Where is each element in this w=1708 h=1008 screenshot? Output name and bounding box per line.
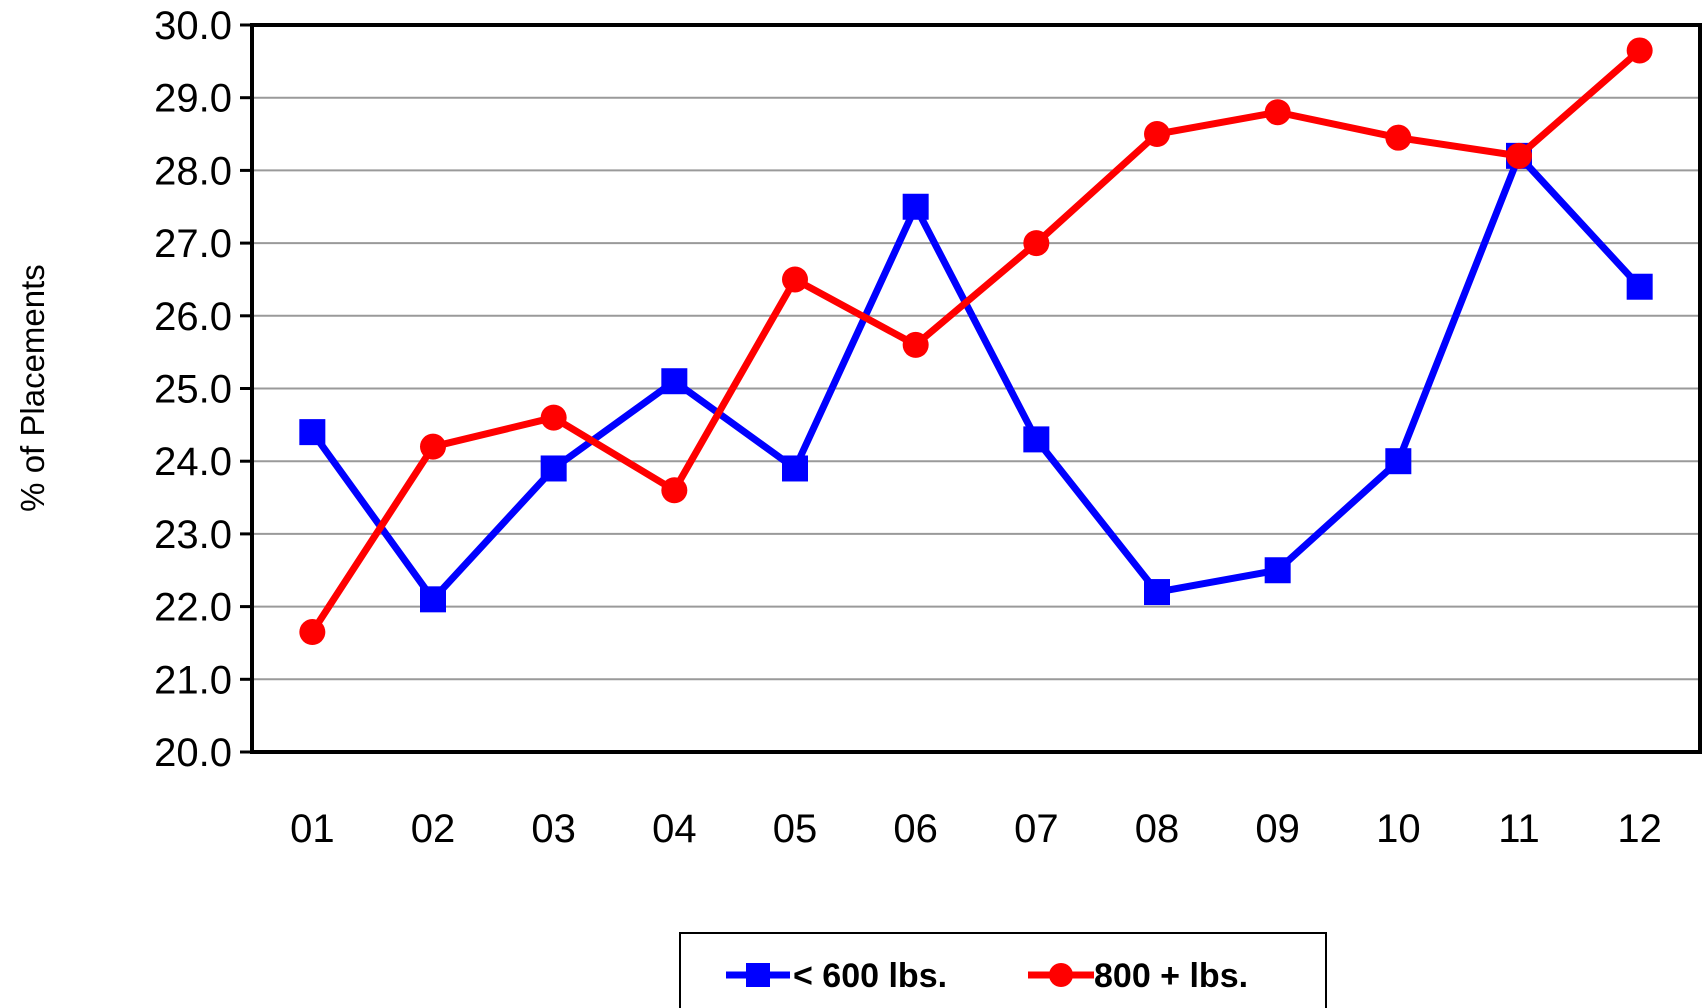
series-line — [309, 47, 1642, 634]
y-tick-label: 30.0 — [154, 4, 232, 48]
series-line — [309, 152, 1643, 603]
data-point-square — [1385, 448, 1412, 475]
series-1 — [299, 142, 1653, 613]
y-axis: 20.0 21.0 22.0 23.0 24.0 25.0 26.0 27.0 28.0 29.0… — [154, 4, 252, 775]
x-axis: 01 02 03 04 05 06 07 08 09 10 11 12 — [290, 807, 1662, 851]
data-point-circle — [782, 266, 808, 293]
x-tick-label: 09 — [1255, 807, 1300, 851]
legend-marker-square — [746, 963, 770, 987]
y-tick-label: 21.0 — [154, 658, 232, 702]
data-point-square — [299, 419, 326, 446]
series-layer — [299, 37, 1653, 646]
x-tick-label: 06 — [893, 807, 938, 851]
data-point-circle — [661, 477, 688, 504]
legend-marker-circle — [1049, 963, 1073, 987]
y-axis-title: % of Placements — [14, 264, 51, 512]
y-tick-label: 23.0 — [154, 513, 232, 557]
data-point-circle — [1144, 121, 1170, 148]
data-point-square — [540, 455, 567, 482]
series-2 — [299, 37, 1653, 646]
data-point-square — [661, 368, 688, 395]
data-point-square — [1144, 579, 1170, 606]
x-tick-label: 07 — [1014, 807, 1059, 851]
data-point-circle — [1023, 230, 1050, 257]
data-point-circle — [1264, 99, 1291, 126]
data-point-square — [1626, 273, 1653, 300]
legend-label: < 600 lbs. — [793, 957, 947, 995]
y-tick-label: 25.0 — [154, 368, 232, 412]
x-tick-label: 11 — [1498, 807, 1540, 851]
x-tick-label: 10 — [1376, 807, 1421, 851]
data-point-square — [1264, 557, 1291, 584]
legend-box — [679, 932, 1327, 1008]
x-tick-label: 02 — [411, 807, 456, 851]
legend-label: 800 + lbs. — [1094, 957, 1248, 995]
x-tick-label: 03 — [531, 807, 576, 851]
y-tick-label: 27.0 — [154, 222, 232, 266]
data-point-circle — [420, 433, 446, 460]
x-tick-label: 04 — [652, 807, 697, 851]
data-point-circle — [540, 404, 567, 431]
data-point-circle — [1626, 37, 1653, 64]
data-point-circle — [299, 619, 326, 646]
data-point-circle — [902, 331, 929, 358]
y-tick-label: 22.0 — [154, 586, 232, 630]
y-tick-label: 29.0 — [154, 77, 232, 121]
legend: < 600 lbs. 800 + lbs. — [679, 932, 1327, 1008]
gridlines — [252, 96, 1700, 681]
x-tick-label: 12 — [1617, 807, 1662, 851]
y-tick-label: 20.0 — [154, 731, 232, 775]
x-tick-label: 05 — [773, 807, 818, 851]
y-tick-label: 24.0 — [154, 440, 232, 484]
data-point-circle — [1385, 124, 1412, 151]
data-point-square — [420, 586, 446, 613]
x-tick-label: 08 — [1135, 807, 1180, 851]
data-point-square — [902, 193, 929, 220]
data-point-circle — [1506, 142, 1532, 169]
x-tick-label: 01 — [290, 807, 335, 851]
y-tick-label: 28.0 — [154, 149, 232, 193]
data-point-square — [1023, 426, 1050, 453]
y-tick-label: 26.0 — [154, 295, 232, 339]
data-point-square — [782, 455, 808, 482]
